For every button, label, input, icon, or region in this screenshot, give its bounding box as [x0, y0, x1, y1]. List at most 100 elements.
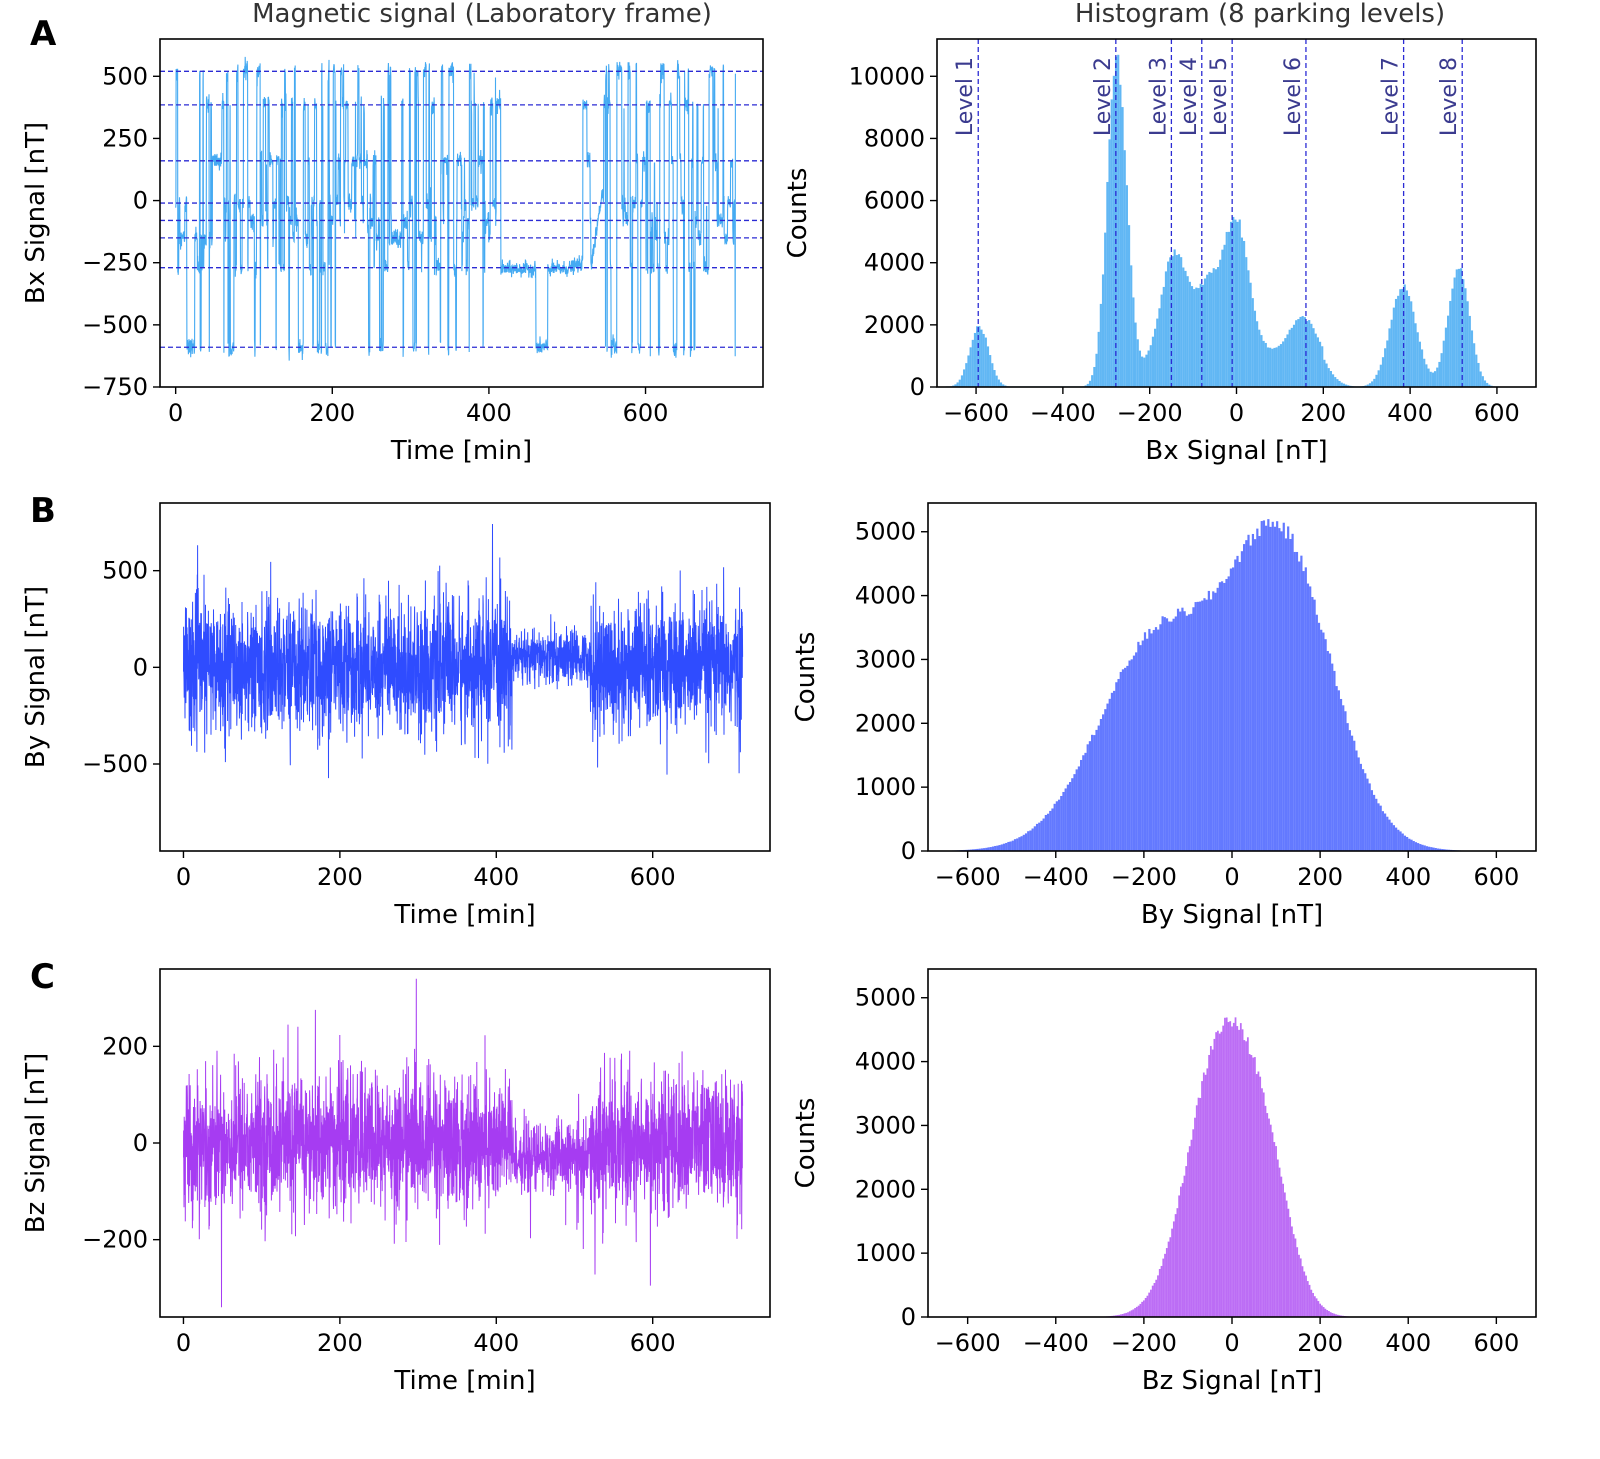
by-histogram-bar	[1176, 608, 1180, 851]
bx-hist-bar	[1379, 364, 1382, 387]
bz-timeseries-xtick-label: 200	[317, 1329, 363, 1357]
bz-histogram-bar	[1197, 1097, 1200, 1317]
bz-histogram-bar	[1150, 1289, 1152, 1317]
bx-hist-bar	[1412, 311, 1415, 387]
by-histogram-bar	[1232, 567, 1235, 851]
bz-histogram-xtick-label: 600	[1473, 1329, 1519, 1357]
by-histogram-bar	[1236, 555, 1239, 851]
by-histogram-bar	[1038, 822, 1041, 851]
bz-histogram-bar	[1232, 1022, 1235, 1317]
by-histogram-xtick-label: 0	[1224, 863, 1239, 891]
bx-hist-bar	[1342, 383, 1346, 387]
bz-histogram-bar	[1259, 1076, 1262, 1317]
bz-histogram-bar	[1283, 1192, 1286, 1317]
bz-histogram-xtick-label: −200	[1111, 1329, 1177, 1357]
bx-hist-bar	[1308, 320, 1311, 387]
by-histogram-bar	[1212, 591, 1215, 851]
by-histogram-bar	[1320, 629, 1323, 851]
bx-hist-bar	[1141, 356, 1144, 387]
bx-hist-bar	[1321, 346, 1324, 387]
bx-hist-bar	[1136, 339, 1139, 387]
bz-histogram-bar	[1319, 1303, 1321, 1317]
bz-timeseries-ytick-label: 0	[133, 1129, 148, 1157]
bz-histogram-bar	[1310, 1289, 1313, 1317]
by-histogram-bar	[1276, 521, 1279, 851]
bx-hist-bar	[954, 384, 957, 387]
by-histogram-frame-group: −600 −400 −200 0 200 400 600 0 1000 2000 3000 4000 5…	[791, 502, 1537, 930]
by-histogram-bar	[1062, 791, 1065, 851]
by-histogram-bar	[1322, 632, 1325, 851]
bz-histogram-bar	[1199, 1097, 1202, 1317]
bx-hist-bar	[1481, 376, 1484, 387]
by-histogram-bar	[1381, 811, 1384, 851]
by-histogram-bar	[1130, 659, 1133, 851]
bx-hist-bar	[1221, 249, 1224, 387]
by-histogram-bar	[1243, 544, 1246, 851]
by-histogram-bar	[1287, 526, 1290, 851]
bx-hist-bar	[1212, 268, 1215, 387]
bx-hist-bar	[1433, 371, 1437, 387]
by-histogram-bar	[1388, 819, 1391, 851]
bx-histogram-title: Histogram (8 parking levels)	[1075, 0, 1445, 29]
by-histogram-bar	[1150, 633, 1153, 851]
bx-hist-bar	[958, 379, 961, 387]
bx-hist-bar	[1112, 75, 1115, 388]
by-histogram-bar	[1205, 599, 1208, 851]
level-label: Level 4	[1177, 57, 1202, 136]
bx-hist-bar	[1401, 288, 1404, 387]
bx-hist-bar	[1368, 383, 1372, 387]
bz-histogram-bar	[1167, 1241, 1170, 1317]
by-histogram-bar	[1339, 698, 1343, 851]
by-histogram-bar	[1194, 602, 1197, 851]
by-histogram-bar	[1080, 759, 1083, 851]
bx-hist-bar	[1104, 232, 1107, 387]
by-histogram-bar	[1335, 686, 1338, 851]
bz-histogram-bar	[1211, 1049, 1214, 1317]
bz-histogram-bar	[1118, 1314, 1121, 1317]
bx-hist-bar	[1201, 284, 1204, 387]
bx-hist-bar	[1134, 322, 1137, 387]
by-histogram-bar	[1278, 528, 1281, 851]
by-histogram-bar	[1423, 845, 1426, 851]
bz-histogram-bar	[1338, 1315, 1341, 1317]
by-histogram-bar	[989, 847, 992, 851]
by-histogram-bar	[1432, 847, 1435, 851]
by-histogram-bar	[1095, 729, 1098, 851]
by-histogram-bar	[980, 848, 984, 851]
bx-hist-bar	[1479, 371, 1482, 387]
by-histogram-bar	[991, 846, 995, 851]
by-histogram-bar	[1317, 622, 1321, 851]
bx-hist-bar	[1253, 310, 1257, 387]
by-histogram-bar	[1009, 841, 1012, 851]
by-histogram-bar	[1245, 540, 1248, 851]
bz-histogram-bar	[1169, 1237, 1172, 1317]
by-histogram-bar	[1141, 640, 1144, 851]
by-histogram-bar	[1395, 827, 1398, 851]
bx-hist-bar	[1442, 340, 1445, 387]
by-histogram-bar	[1099, 718, 1103, 851]
bx-hist-bar	[1169, 257, 1172, 387]
by-histogram-bar	[1139, 645, 1142, 851]
by-histogram-xtick-label: −200	[1111, 863, 1177, 891]
bx-hist-bar	[1145, 354, 1148, 387]
bz-histogram-bar	[1220, 1031, 1223, 1317]
by-histogram-ytick-label: 0	[901, 837, 916, 865]
by-histogram-bar	[972, 849, 975, 851]
bz-histogram-bar	[1315, 1298, 1318, 1317]
by-histogram-ytick-label: 5000	[855, 518, 916, 546]
bz-histogram-bar	[1245, 1041, 1247, 1317]
bx-hist-bar	[1327, 368, 1330, 387]
level-label: Level 8	[1437, 57, 1462, 136]
bx-hist-bar	[1429, 371, 1432, 387]
by-histogram-bar	[1113, 690, 1116, 851]
by-timeseries-ytick-label: 500	[102, 557, 148, 585]
by-histogram-bar	[1183, 611, 1186, 851]
bz-histogram-bar	[1257, 1071, 1260, 1317]
by-histogram-bar	[1187, 614, 1191, 851]
by-histogram-bar	[1377, 803, 1380, 851]
bx-hist-bar	[1416, 332, 1419, 387]
bx-hist-bar	[1164, 271, 1168, 387]
by-histogram-bar	[1304, 567, 1307, 851]
bz-histogram-bar	[1278, 1167, 1281, 1317]
bx-hist-bar	[1238, 219, 1241, 387]
